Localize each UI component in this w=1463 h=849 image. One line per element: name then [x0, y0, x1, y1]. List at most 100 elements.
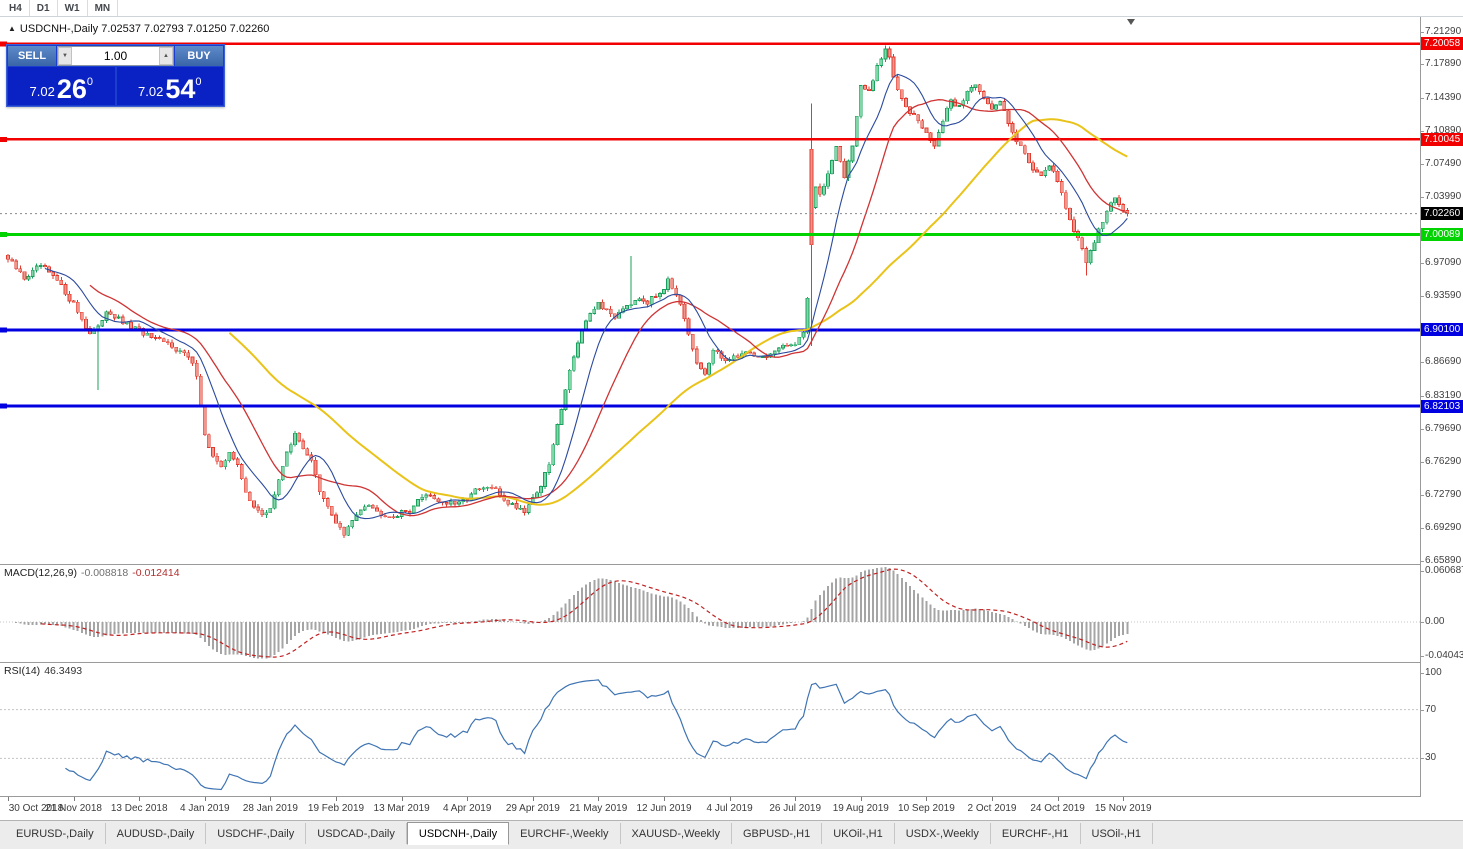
rsi-value: 46.3493 [44, 665, 83, 677]
time-tick [467, 797, 469, 801]
time-tick [795, 797, 797, 801]
chart-shift-marker-icon[interactable] [1127, 19, 1135, 25]
chart-tab-eurusd-daily[interactable]: EURUSD-,Daily [5, 823, 106, 844]
date-label: 21 Nov 2018 [45, 803, 102, 814]
price-axis-label: 7.17890 [1425, 58, 1462, 70]
time-tick [664, 797, 665, 801]
price-axis-label: 6.86690 [1425, 356, 1462, 368]
buy-price-pips: 54 [165, 74, 196, 104]
period-button-h4[interactable]: H4 [2, 0, 30, 16]
date-label: 24 Oct 2019 [1030, 803, 1085, 814]
time-tick [401, 797, 403, 801]
date-label: 4 Jul 2019 [706, 803, 753, 814]
candlestick-chart[interactable] [0, 17, 1420, 565]
hline-price-label: 7.10045 [1421, 132, 1463, 146]
chart-tab-eurchf-weekly[interactable]: EURCHF-,Weekly [509, 823, 621, 844]
chart-ohlc-title: ▲ USDCNH-,Daily 7.02537 7.02793 7.01250 … [8, 23, 269, 35]
volume-decrease-icon[interactable]: ▼ [58, 47, 72, 65]
price-axis[interactable]: 7.21290 7.17890 7.14390 7.10890 7.07490 7.039… [1420, 17, 1463, 797]
date-label: 28 Jan 2019 [242, 803, 298, 814]
rsi-axis-label: 100 [1425, 667, 1442, 678]
macd-chart[interactable] [0, 565, 1420, 663]
period-button-w1[interactable]: W1 [57, 0, 88, 16]
date-label: 10 Sep 2019 [898, 803, 955, 814]
rsi-indicator-pane[interactable]: RSI(14) 46.3493 [0, 663, 1420, 797]
time-axis[interactable]: 30 Oct 2018 21 Nov 2018 13 Dec 2018 4 Jan 2… [0, 797, 1420, 820]
time-tick [336, 797, 337, 801]
rsi-axis-label: 70 [1425, 703, 1437, 715]
chart-tab-usdcad-daily[interactable]: USDCAD-,Daily [306, 823, 407, 844]
date-label: 15 Nov 2019 [1094, 803, 1152, 814]
price-axis-label: 6.79690 [1425, 423, 1462, 435]
current-price-label: 7.02260 [1421, 207, 1463, 221]
rsi-name: RSI(14) [4, 665, 41, 677]
macd-indicator-pane[interactable]: MACD(12,26,9) -0.008818 -0.012414 [0, 565, 1420, 663]
buy-price-prefix: 7.02 [138, 84, 164, 99]
chart-tab-audusd-daily[interactable]: AUDUSD-,Daily [106, 823, 207, 844]
date-label: 4 Apr 2019 [443, 803, 492, 814]
date-label: 2 Oct 2019 [967, 803, 1017, 814]
chart-tab-usdcnh-daily[interactable]: USDCNH-,Daily [406, 822, 510, 845]
rsi-chart[interactable] [0, 663, 1420, 797]
one-click-collapse-icon[interactable]: ▲ [8, 24, 16, 33]
macd-axis-label: 0.060687 [1425, 565, 1463, 577]
hline-price-label: 6.82103 [1421, 399, 1463, 413]
chart-tab-ukoil-h1[interactable]: UKOil-,H1 [822, 823, 895, 844]
time-tick [729, 797, 731, 801]
chart-tab-xauusd-weekly[interactable]: XAUUSD-,Weekly [621, 823, 732, 844]
chart-tab-usoil-h1[interactable]: USOil-,H1 [1081, 823, 1154, 844]
moving-average-10 [44, 73, 1128, 520]
time-tick [926, 797, 928, 801]
macd-histogram [11, 567, 1129, 659]
rsi-line [65, 679, 1128, 791]
sell-price-display[interactable]: 7.02 26 0 [8, 67, 115, 105]
date-label: 12 Jun 2019 [636, 803, 692, 814]
chart-tab-gbpusd-h1[interactable]: GBPUSD-,H1 [732, 823, 823, 844]
buy-button[interactable]: BUY [175, 46, 223, 66]
macd-main-value: -0.008818 [80, 567, 129, 579]
date-label: 4 Jan 2019 [180, 803, 230, 814]
chart-tab-usdchf-daily[interactable]: USDCHF-,Daily [206, 823, 307, 844]
rsi-label: RSI(14) 46.3493 [4, 665, 82, 677]
date-label: 26 Jul 2019 [769, 803, 822, 814]
volume-control[interactable]: ▼ 1.00 ▲ [57, 46, 174, 66]
volume-increase-icon[interactable]: ▲ [159, 47, 173, 65]
one-click-trading-panel: SELL ▼ 1.00 ▲ BUY 7.02 26 0 7.02 54 0 [6, 44, 225, 107]
chart-tab-usdx-weekly[interactable]: USDX-,Weekly [895, 823, 991, 844]
macd-axis-label: -0.040432 [1425, 649, 1463, 661]
candles-layer [6, 45, 1130, 539]
buy-price-display[interactable]: 7.02 54 0 [116, 67, 223, 105]
price-axis-label: 7.03990 [1425, 191, 1462, 203]
price-axis-label: 7.07490 [1425, 157, 1462, 169]
time-tick [73, 797, 75, 801]
hline-price-label: 7.20058 [1421, 37, 1463, 51]
volume-input[interactable]: 1.00 [103, 49, 128, 63]
date-label: 13 Dec 2018 [110, 803, 168, 814]
rsi-axis-label: 30 [1425, 752, 1437, 764]
period-button-d1[interactable]: D1 [29, 0, 58, 16]
sell-price-prefix: 7.02 [29, 84, 55, 99]
date-label: 30 Oct 2018 [8, 803, 64, 814]
macd-signal-value: -0.012414 [132, 567, 180, 579]
time-tick [204, 797, 206, 801]
price-axis-label: 6.76290 [1425, 455, 1462, 467]
period-button-mn[interactable]: MN [87, 0, 119, 16]
price-axis-label: 6.69290 [1425, 522, 1462, 534]
date-label: 13 Mar 2019 [373, 803, 430, 814]
price-axis-label: 7.14390 [1425, 91, 1462, 103]
moving-average-21 [89, 99, 1128, 517]
symbol-ohlc-text: USDCNH-,Daily 7.02537 7.02793 7.01250 7.… [19, 23, 270, 35]
sell-button[interactable]: SELL [8, 46, 56, 66]
buy-price-pipette: 0 [195, 76, 202, 88]
price-axis-label: 6.83190 [1425, 389, 1462, 401]
price-axis-label: 6.93590 [1425, 290, 1462, 302]
macd-name: MACD(12,26,9) [4, 567, 77, 579]
chart-tab-bar: EURUSD-,Daily AUDUSD-,Daily USDCHF-,Daily U… [0, 820, 1463, 849]
sell-price-pipette: 0 [86, 76, 93, 88]
time-tick [860, 797, 862, 801]
price-chart-pane[interactable]: ▲ USDCNH-,Daily 7.02537 7.02793 7.01250 … [0, 17, 1420, 565]
macd-axis-label: 0.00 [1425, 616, 1445, 627]
horizontal-lines-layer [0, 41, 1420, 409]
chart-tab-eurchf-h1[interactable]: EURCHF-,H1 [991, 823, 1081, 844]
date-label: 19 Feb 2019 [307, 803, 365, 814]
